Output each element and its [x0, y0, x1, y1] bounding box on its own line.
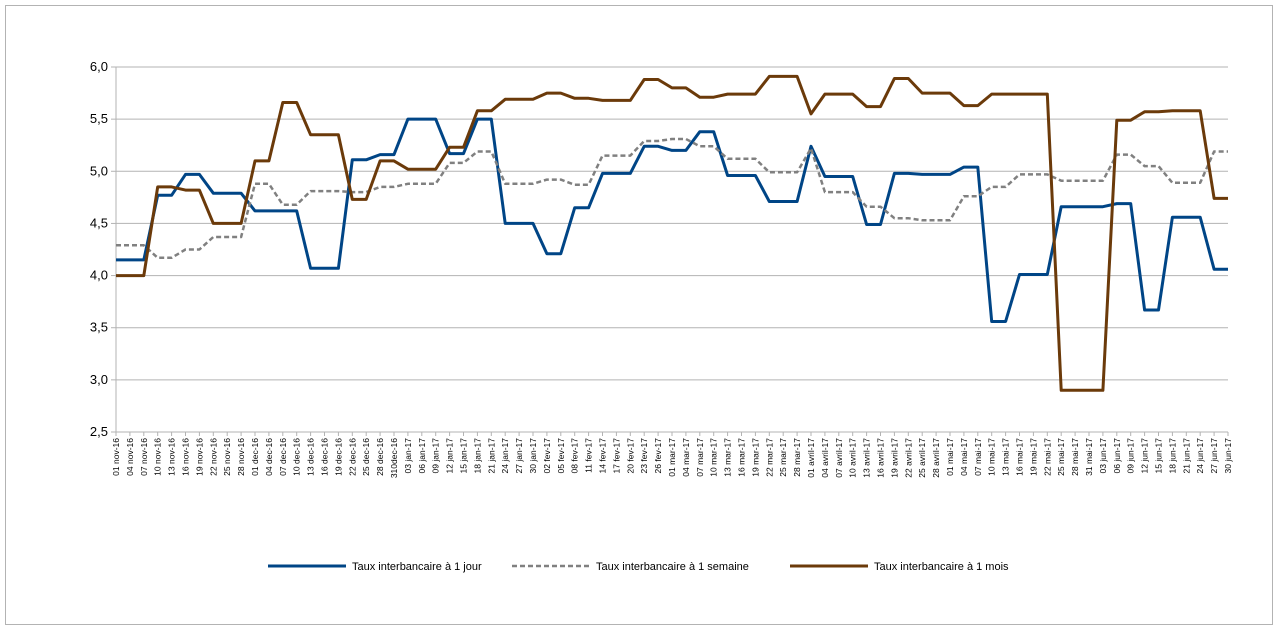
x-tick-label: 01 dec-16	[250, 438, 260, 476]
x-tick-label: 19 mai-17	[1028, 438, 1038, 476]
x-tick-label: 04 nov-16	[125, 438, 135, 476]
x-tick-label: 28 avril-17	[931, 438, 941, 478]
x-tick-label: 11 fev-17	[584, 438, 594, 473]
x-tick-label: 22 dec-16	[347, 438, 357, 476]
x-tick-label: 15 jun-17	[1154, 438, 1164, 474]
legend-label: Taux interbancaire à 1 semaine	[596, 561, 749, 573]
x-tick-label: 03 jan-17	[403, 438, 413, 474]
x-tick-label: 28 mar-17	[792, 438, 802, 477]
x-tick-label: 13 dec-16	[306, 438, 316, 476]
x-tick-label: 19 avril-17	[889, 438, 899, 478]
x-tick-label: 01 mai-17	[945, 438, 955, 476]
x-tick-label: 04 mai-17	[959, 438, 969, 476]
x-tick-label: 25 mai-17	[1056, 438, 1066, 476]
x-tick-label: 22 nov-16	[208, 438, 218, 476]
y-tick-label: 3,5	[90, 320, 108, 335]
x-tick-label: 28 nov-16	[236, 438, 246, 476]
x-tick-label: 21 jan-17	[486, 438, 496, 474]
x-tick-label: 27 jan-17	[514, 438, 524, 474]
x-tick-label: 08 fev-17	[570, 438, 580, 474]
x-tick-label: 04 dec-16	[264, 438, 274, 476]
x-tick-label: 16 nov-16	[181, 438, 191, 476]
x-tick-label: 16 avril-17	[876, 438, 886, 478]
x-tick-label: 06 jun-17	[1112, 438, 1122, 474]
legend-label: Taux interbancaire à 1 jour	[352, 561, 482, 573]
x-tick-label: 21 jun-17	[1181, 438, 1191, 474]
y-tick-label: 3,0	[90, 372, 108, 387]
x-tick-label: 18 jan-17	[472, 438, 482, 474]
x-tick-label: 25 nov-16	[222, 438, 232, 476]
x-tick-label: 07 nov-16	[139, 438, 149, 476]
x-tick-label: 30 jun-17	[1223, 438, 1233, 474]
x-tick-label: 17 fev-17	[611, 438, 621, 474]
x-tick-label: 18 jun-17	[1167, 438, 1177, 474]
x-tick-label: 22 avril-17	[903, 438, 913, 478]
x-tick-label: 20 fev-17	[625, 438, 635, 474]
x-tick-label: 19 dec-16	[333, 438, 343, 476]
x-tick-label: 09 jun-17	[1126, 438, 1136, 474]
x-tick-label: 09 jan-17	[431, 438, 441, 474]
x-tick-label: 25 dec-16	[361, 438, 371, 476]
x-tick-label: 27 jun-17	[1209, 438, 1219, 474]
x-tick-label: 19 nov-16	[194, 438, 204, 476]
x-tick-label: 22 mar-17	[764, 438, 774, 477]
chart-frame	[5, 5, 1273, 625]
series-line	[116, 74, 1228, 392]
y-tick-label: 4,0	[90, 268, 108, 283]
x-tick-label: 01 mar-17	[667, 438, 677, 477]
y-tick-label: 2,5	[90, 424, 108, 439]
x-tick-label: 01 avril-17	[806, 438, 816, 478]
x-tick-label: 02 fev-17	[542, 438, 552, 474]
y-tick-label: 5,5	[90, 111, 108, 126]
x-tick-label: 28 dec-16	[375, 438, 385, 476]
x-tick-label: 14 fev-17	[598, 438, 608, 474]
x-tick-label: 13 mar-17	[723, 438, 733, 477]
x-tick-label: 31 mai-17	[1084, 438, 1094, 476]
x-tick-label: 06 jan-17	[417, 438, 427, 474]
x-tick-label: 24 jun-17	[1195, 438, 1205, 474]
x-tick-label: 04 avril-17	[820, 438, 830, 478]
y-tick-label: 5,0	[90, 163, 108, 178]
x-tick-label: 28 mai-17	[1070, 438, 1080, 476]
series-line	[116, 117, 1228, 323]
x-tick-label: 03 jun-17	[1098, 438, 1108, 474]
x-tick-label: 26 fev-17	[653, 438, 663, 474]
x-tick-label: 22 mai-17	[1042, 438, 1052, 476]
x-tick-label: 04 mar-17	[681, 438, 691, 477]
x-tick-label: 12 jan-17	[445, 438, 455, 474]
x-tick-label: 10 dec-16	[292, 438, 302, 476]
x-tick-label: 13 avril-17	[862, 438, 872, 478]
x-tick-label: 13 mai-17	[1001, 438, 1011, 476]
x-tick-label: 07 dec-16	[278, 438, 288, 476]
legend-label: Taux interbancaire à 1 mois	[874, 561, 1009, 573]
x-tick-label: 12 jun-17	[1140, 438, 1150, 474]
x-tick-label: 10 mar-17	[709, 438, 719, 477]
y-tick-label: 4,5	[90, 215, 108, 230]
x-tick-label: 01 nov-16	[111, 438, 121, 476]
x-tick-label: 16 mar-17	[737, 438, 747, 477]
x-tick-label: 05 fev-17	[556, 438, 566, 474]
x-tick-label: 19 mar-17	[750, 438, 760, 477]
x-tick-label: 15 jan-17	[459, 438, 469, 474]
x-tick-label: 07 avril-17	[834, 438, 844, 478]
x-tick-label: 10 mai-17	[987, 438, 997, 476]
y-tick-label: 6,0	[90, 59, 108, 74]
x-tick-label: 30 jan-17	[528, 438, 538, 474]
x-tick-label: 07 mar-17	[695, 438, 705, 477]
x-tick-label: 07 mai-17	[973, 438, 983, 476]
x-tick-label: 13 nov-16	[167, 438, 177, 476]
x-tick-label: 310dec-16	[389, 438, 399, 478]
x-tick-label: 10 nov-16	[153, 438, 163, 476]
series-line	[116, 137, 1228, 260]
x-tick-label: 10 avril-17	[848, 438, 858, 478]
x-tick-label: 23 fev-17	[639, 438, 649, 474]
x-tick-label: 25 avril-17	[917, 438, 927, 478]
x-tick-label: 24 jan-17	[500, 438, 510, 474]
x-tick-label: 16 mai-17	[1015, 438, 1025, 476]
x-tick-label: 25 mar-17	[778, 438, 788, 477]
x-tick-label: 16 dec-16	[320, 438, 330, 476]
